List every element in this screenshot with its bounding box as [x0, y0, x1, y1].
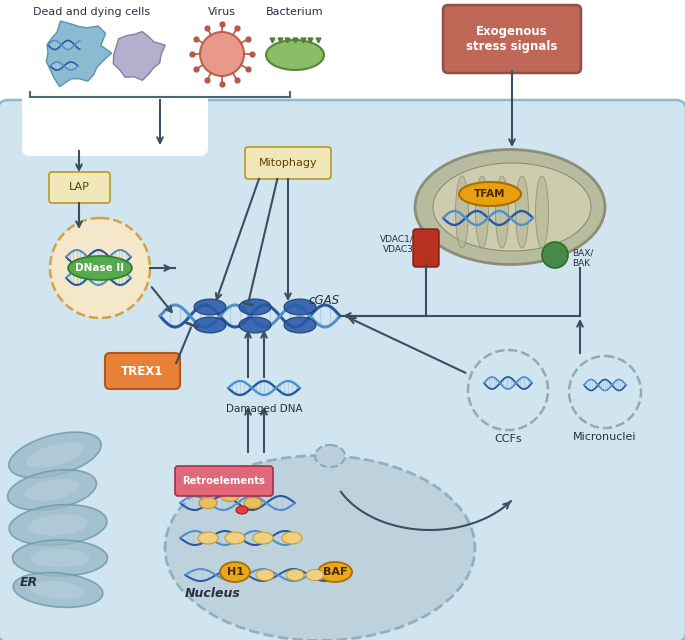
Text: Virus: Virus — [208, 7, 236, 17]
Ellipse shape — [31, 548, 90, 567]
Ellipse shape — [284, 299, 316, 315]
Text: Micronuclei: Micronuclei — [573, 432, 637, 442]
Ellipse shape — [13, 573, 103, 607]
Ellipse shape — [9, 504, 107, 545]
Ellipse shape — [27, 442, 84, 468]
Ellipse shape — [495, 176, 508, 248]
Ellipse shape — [225, 532, 245, 544]
Circle shape — [200, 32, 244, 76]
Ellipse shape — [253, 532, 273, 544]
Ellipse shape — [220, 562, 250, 582]
FancyBboxPatch shape — [175, 466, 273, 496]
Ellipse shape — [315, 445, 345, 467]
Ellipse shape — [536, 176, 549, 248]
Text: TREX1: TREX1 — [121, 365, 163, 378]
Ellipse shape — [516, 176, 529, 248]
Ellipse shape — [282, 532, 302, 544]
Polygon shape — [114, 31, 165, 80]
Text: ER: ER — [20, 575, 38, 589]
Ellipse shape — [306, 570, 324, 580]
Text: Damaged DNA: Damaged DNA — [225, 404, 302, 414]
Text: BAX/
BAK: BAX/ BAK — [572, 248, 593, 268]
Text: Nucleus: Nucleus — [185, 587, 241, 600]
FancyBboxPatch shape — [49, 172, 110, 203]
Text: VDAC1/
VDAC3: VDAC1/ VDAC3 — [380, 234, 414, 253]
Ellipse shape — [165, 456, 475, 640]
FancyBboxPatch shape — [22, 90, 208, 156]
Ellipse shape — [194, 299, 226, 315]
Ellipse shape — [25, 479, 79, 501]
Ellipse shape — [415, 150, 605, 264]
FancyBboxPatch shape — [0, 100, 685, 640]
Ellipse shape — [244, 497, 262, 509]
Ellipse shape — [38, 95, 192, 135]
Ellipse shape — [239, 317, 271, 333]
Text: BAF: BAF — [323, 567, 347, 577]
Polygon shape — [47, 21, 112, 86]
Circle shape — [542, 242, 568, 268]
FancyBboxPatch shape — [105, 353, 180, 389]
Ellipse shape — [9, 432, 101, 478]
Ellipse shape — [284, 317, 316, 333]
Ellipse shape — [12, 540, 108, 576]
Ellipse shape — [68, 256, 132, 280]
Ellipse shape — [239, 299, 271, 315]
Text: CCFs: CCFs — [494, 434, 522, 444]
Ellipse shape — [459, 182, 521, 206]
FancyBboxPatch shape — [443, 5, 581, 73]
Ellipse shape — [286, 570, 304, 580]
Text: Exogenous
stress signals: Exogenous stress signals — [466, 25, 558, 53]
Ellipse shape — [8, 470, 97, 510]
Ellipse shape — [198, 532, 218, 544]
Ellipse shape — [194, 317, 226, 333]
Ellipse shape — [27, 515, 88, 536]
FancyBboxPatch shape — [413, 229, 439, 267]
Ellipse shape — [266, 40, 324, 70]
Ellipse shape — [456, 176, 469, 248]
Ellipse shape — [221, 490, 239, 502]
Ellipse shape — [236, 506, 248, 514]
Text: Bacterium: Bacterium — [266, 7, 324, 17]
Ellipse shape — [256, 570, 274, 580]
Text: cGAS: cGAS — [308, 294, 339, 307]
Ellipse shape — [199, 497, 217, 509]
Text: DNase II: DNase II — [75, 263, 125, 273]
Ellipse shape — [475, 176, 488, 248]
Text: Mitophagy: Mitophagy — [259, 158, 317, 168]
Text: Dead and dying cells: Dead and dying cells — [34, 7, 151, 17]
Ellipse shape — [433, 163, 591, 251]
Text: Retroelements: Retroelements — [183, 476, 265, 486]
Ellipse shape — [30, 581, 86, 599]
Text: H1: H1 — [227, 567, 243, 577]
FancyBboxPatch shape — [245, 147, 331, 179]
Circle shape — [50, 218, 150, 318]
Text: LAP: LAP — [68, 182, 90, 192]
Text: TFAM: TFAM — [474, 189, 506, 199]
Ellipse shape — [318, 562, 352, 582]
